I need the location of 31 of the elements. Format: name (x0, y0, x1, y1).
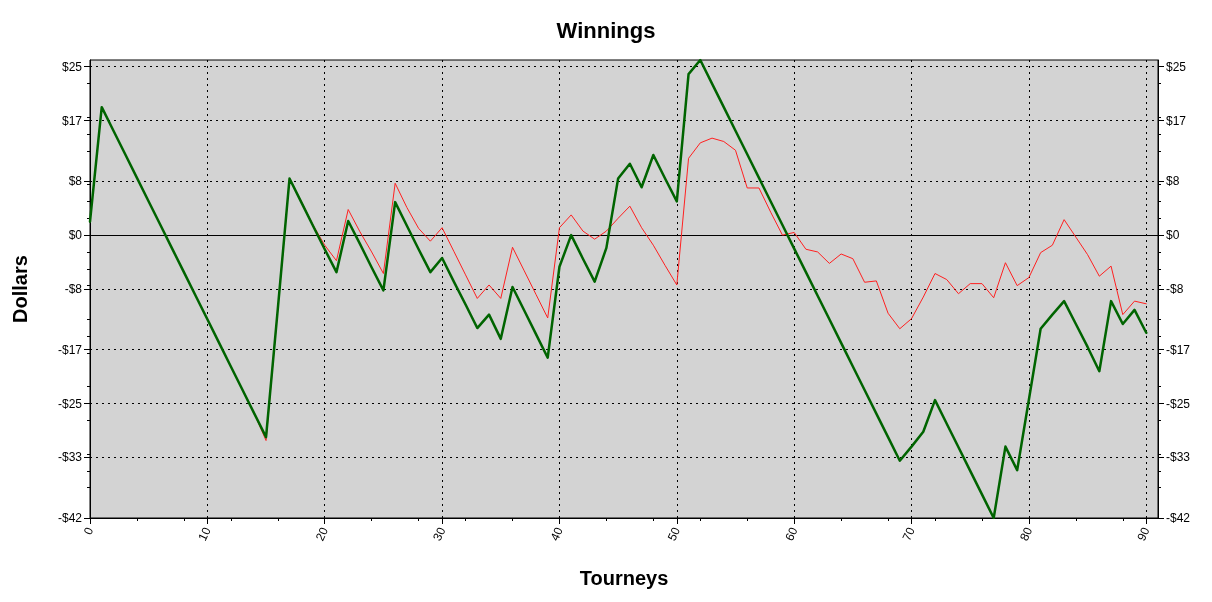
x-tick-label: 60 (782, 524, 801, 544)
y-tick-label: $8 (68, 174, 83, 189)
x-tick-label: 30 (430, 524, 449, 544)
y-tick-label: -$42 (57, 511, 83, 525)
x-tick-label: 40 (547, 524, 566, 544)
y2-tick-label: -$25 (1166, 396, 1191, 411)
x-tick-label: 50 (664, 524, 684, 544)
y-tick-label: -$25 (57, 396, 83, 411)
y2-tick-label: $17 (1166, 113, 1187, 128)
x-tick-label: 10 (195, 524, 214, 544)
y-tick-label: -$8 (64, 282, 83, 296)
x-tick-label: 20 (312, 524, 332, 544)
x-tick-label: 90 (1134, 524, 1153, 544)
y-tick-label: -$17 (57, 342, 83, 357)
y2-tick-label: -$42 (1166, 511, 1191, 525)
y2-tick-label: $25 (1166, 59, 1187, 74)
y2-tick-label: $8 (1166, 174, 1180, 189)
y-tick-label: -$33 (57, 450, 83, 465)
x-tick-label: 80 (1016, 524, 1036, 544)
y2-tick-label: -$8 (1166, 282, 1184, 296)
y-axis-title: Dollars (9, 255, 31, 323)
x-tick-label: 70 (899, 524, 919, 544)
y2-tick-label: -$17 (1166, 342, 1191, 357)
x-axis-title: Tourneys (579, 567, 669, 589)
y2-tick-label: -$33 (1166, 450, 1191, 465)
x-tick-label: 0 (80, 524, 97, 538)
y-tick-label: $17 (61, 113, 83, 128)
y-tick-label: $0 (68, 228, 83, 243)
y2-tick-label: $0 (1166, 228, 1180, 243)
y-tick-label: $25 (61, 59, 83, 74)
chart-title: Winnings (556, 17, 656, 43)
